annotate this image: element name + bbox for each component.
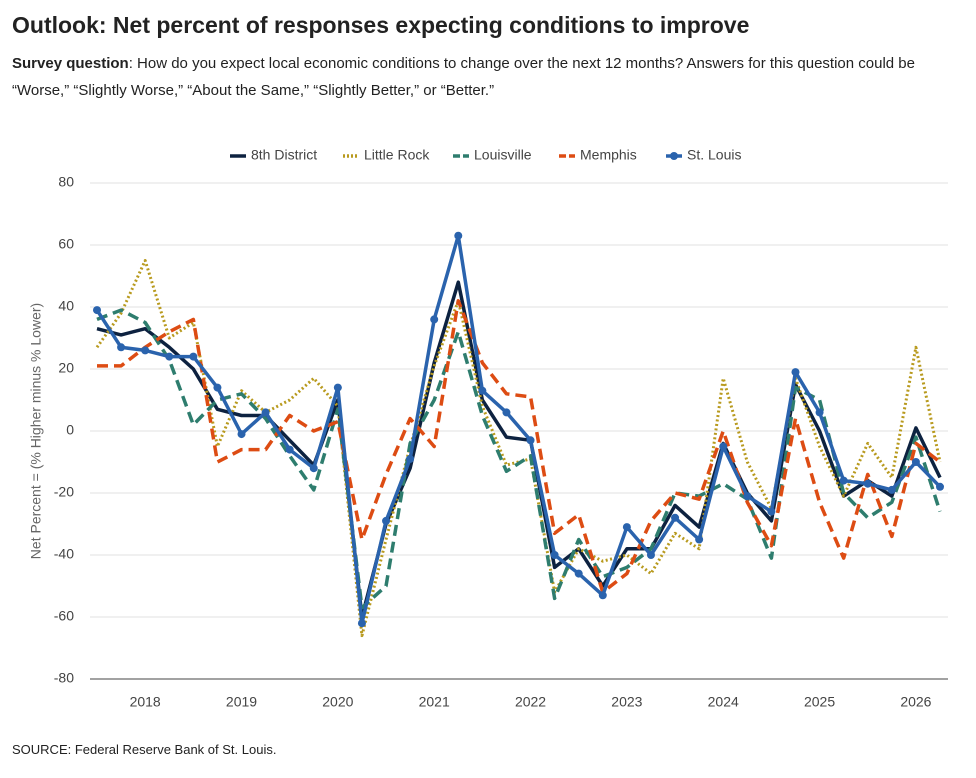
point [911,458,920,466]
point [671,513,680,522]
point [815,408,824,417]
subtitle: Survey question: How do you expect local… [12,50,962,104]
point [189,352,198,361]
point [646,551,655,559]
y-tick-label: -80 [54,670,74,686]
y-tick-label: -20 [54,484,74,500]
point [719,442,728,451]
x-tick-label: 2023 [611,694,642,710]
point [574,569,583,578]
subtitle-label: Survey question [12,55,129,72]
x-tick-label: 2025 [804,694,835,710]
y-tick-label: 60 [58,236,74,252]
point [936,482,944,491]
point [598,591,607,600]
x-tick-label: 2019 [226,694,257,710]
point [309,464,318,473]
point [333,383,342,392]
x-tick-label: 2020 [322,694,353,710]
series-line [97,299,942,594]
legend-label: Little Rock [364,147,430,163]
y-tick-label: 0 [66,422,74,438]
point [93,306,101,315]
point [213,383,222,392]
point [502,408,511,417]
point [695,535,704,544]
y-tick-label: -60 [54,608,74,624]
legend-label: Louisville [474,147,532,163]
point [165,352,174,361]
x-tick-label: 2021 [419,694,450,710]
subtitle-text: : How do you expect local economic condi… [12,55,915,99]
x-tick-label: 2018 [130,694,161,710]
point [526,436,535,445]
point [382,516,391,525]
point [261,408,270,417]
point [141,346,150,355]
point [622,523,631,532]
chart: -80 -60 -40 -20 0 20 40 60 80 Net Percent = (% Hi… [28,147,948,710]
point [887,485,896,494]
y-tick-label: 40 [58,298,74,314]
series-line [95,259,942,638]
point [550,551,559,559]
y-tick-label: 20 [58,360,74,376]
point [454,231,463,240]
point [743,492,752,501]
point [430,315,439,324]
series-line [96,308,942,610]
point [237,430,246,439]
chart-title: Outlook: Net percent of responses expect… [12,12,750,38]
point [357,619,366,628]
point [791,368,800,377]
y-axis-label: Net Percent = (% Higher minus % Lower) [28,303,44,559]
legend-label: Memphis [580,147,637,163]
source: SOURCE: Federal Reserve Bank of St. Loui… [12,742,277,757]
legend-label: 8th District [251,147,317,163]
point [839,476,848,485]
x-tick-label: 2026 [900,694,931,710]
point [406,454,415,463]
point [285,445,294,454]
point [863,479,872,488]
point [478,386,487,395]
legend-marker [670,152,678,160]
y-tick-label: 80 [58,174,74,190]
series-line [96,280,942,619]
y-tick-label: -40 [54,546,74,562]
legend-label: St. Louis [687,147,741,163]
point [117,343,126,352]
point [767,507,776,516]
x-tick-label: 2022 [515,694,546,710]
series-line [95,233,942,625]
x-tick-label: 2024 [708,694,739,710]
